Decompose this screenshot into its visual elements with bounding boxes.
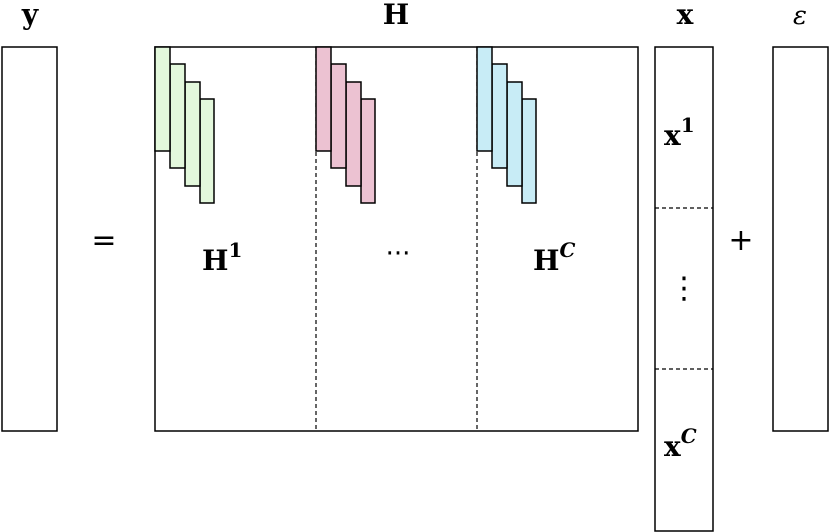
blue-bar-2 <box>491 63 508 169</box>
pink-staircase <box>315 46 376 204</box>
xc-label: xC <box>664 424 697 463</box>
h-label: H <box>383 0 409 31</box>
blue-bar-4 <box>521 98 537 204</box>
epsilon-vector <box>772 46 829 432</box>
blue-bar-3 <box>506 81 523 187</box>
xc-base: x <box>664 430 681 463</box>
equals-sign: = <box>91 223 116 258</box>
hc-label: HC <box>533 238 575 277</box>
blue-staircase <box>476 46 537 204</box>
h1-base: H <box>202 244 228 277</box>
x1-base: x <box>664 119 681 152</box>
x-vdots: ⋮ <box>669 271 699 306</box>
x-label: x <box>677 0 694 31</box>
x1-sup: 1 <box>681 113 695 137</box>
x1-label: x1 <box>664 113 695 152</box>
epsilon-label: ε <box>793 1 807 31</box>
green-staircase <box>154 46 215 204</box>
y-label: y <box>21 0 39 31</box>
pink-bar-2 <box>330 63 347 169</box>
green-bar-1 <box>154 46 171 152</box>
y-vector <box>1 46 58 432</box>
x-vector <box>654 46 714 532</box>
hc-sup: C <box>559 238 575 262</box>
h-matrix <box>154 46 639 432</box>
pink-bar-1 <box>315 46 332 152</box>
pink-bar-3 <box>345 81 362 187</box>
hc-base: H <box>533 244 559 277</box>
plus-sign: + <box>728 223 753 258</box>
middle-dots: ··· <box>386 239 411 269</box>
h1-label: H1 <box>202 238 242 277</box>
green-bar-4 <box>199 98 215 204</box>
pink-bar-4 <box>360 98 376 204</box>
green-bar-2 <box>169 63 186 169</box>
green-bar-3 <box>184 81 201 187</box>
h1-sup: 1 <box>228 238 242 262</box>
xc-sup: C <box>681 424 697 448</box>
blue-bar-1 <box>476 46 493 152</box>
